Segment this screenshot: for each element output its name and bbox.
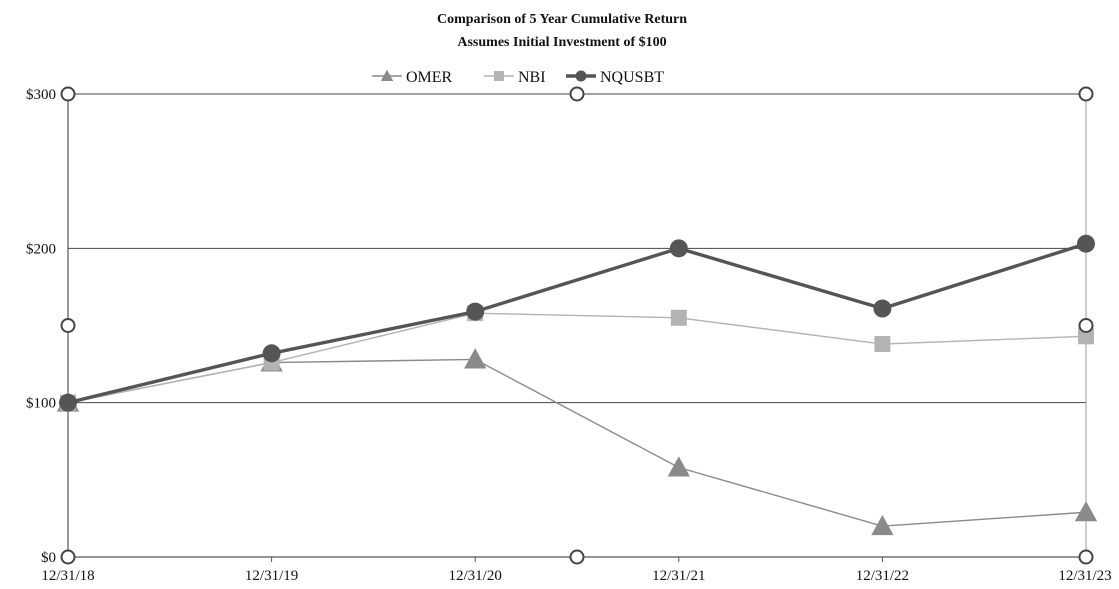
data-point-nqusbt	[59, 393, 77, 412]
series-nbi	[60, 305, 1094, 411]
selection-handle	[1078, 86, 1094, 102]
data-point-nqusbt	[1077, 234, 1095, 253]
y-tick-label: $300	[26, 87, 56, 103]
chart-title: Comparison of 5 Year Cumulative Return	[437, 12, 687, 27]
series-line-omer	[67, 358, 1087, 527]
y-tick-label: $100	[26, 396, 56, 412]
legend-label: NBI	[518, 69, 546, 86]
selection-handle	[60, 549, 76, 565]
selection-handles	[60, 86, 1094, 565]
selection-handle	[569, 86, 585, 102]
selection-handle	[1078, 318, 1094, 333]
legend-item-nbi: NBI	[484, 69, 546, 86]
selection-handle	[60, 86, 76, 102]
legend-label: OMER	[406, 69, 453, 86]
data-point-nqusbt	[466, 302, 485, 321]
data-point-omer	[1074, 501, 1098, 522]
series-line-nbi	[67, 312, 1087, 404]
data-point-nbi	[1078, 328, 1094, 345]
x-tick-label: 12/31/18	[41, 568, 94, 584]
legend-item-nqusbt: NQUSBT	[566, 69, 664, 86]
data-point-nqusbt	[873, 299, 892, 318]
x-tick-label: 12/31/19	[245, 568, 298, 584]
y-tick-label: $200	[26, 241, 56, 257]
selection-handle	[569, 549, 585, 565]
chart-grid	[68, 93, 1086, 404]
selection-handle	[60, 318, 76, 333]
data-point-nqusbt	[262, 344, 281, 363]
chart-axes: $0 $100 $200 $300 12/31/18 12/31/19 12/31/20 12…	[26, 87, 1112, 584]
chart-series	[56, 234, 1098, 536]
x-tick-label: 12/31/23	[1058, 568, 1111, 584]
chart-legend: OMER NBI NQUSBT	[372, 69, 664, 86]
data-point-nqusbt	[669, 239, 688, 258]
data-point-omer	[464, 348, 487, 369]
chart-subtitle: Assumes Initial Investment of $100	[457, 35, 666, 50]
series-line-nqusbt	[67, 242, 1087, 405]
data-point-nbi	[874, 336, 891, 353]
data-point-nbi	[670, 309, 687, 326]
legend-marker	[494, 71, 504, 81]
legend-marker	[380, 69, 394, 81]
data-point-omer	[667, 456, 690, 477]
legend-item-omer: OMER	[372, 69, 453, 86]
legend-marker	[575, 70, 587, 82]
series-omer	[56, 348, 1098, 536]
series-nqusbt	[59, 234, 1095, 412]
x-tick-label: 12/31/21	[652, 568, 705, 584]
legend-label: NQUSBT	[600, 69, 664, 86]
x-tick-label: 12/31/22	[856, 568, 909, 584]
y-tick-label: $0	[41, 550, 56, 566]
data-point-omer	[871, 514, 894, 536]
selection-handle	[1078, 549, 1094, 565]
x-tick-label: 12/31/20	[449, 568, 502, 584]
